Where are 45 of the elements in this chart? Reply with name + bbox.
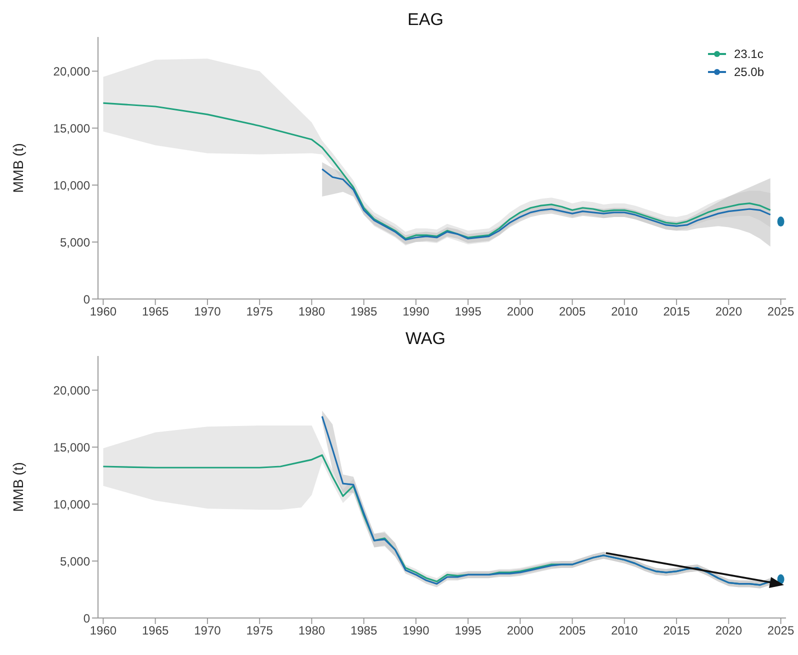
x-tick-label: 2025 bbox=[767, 624, 794, 638]
y-tick-label: 20,000 bbox=[53, 64, 90, 78]
y-tick-label: 10,000 bbox=[53, 497, 90, 512]
x-tick-label: 2025 bbox=[767, 304, 794, 319]
x-tick-label: 1990 bbox=[402, 624, 430, 638]
x-tick-label: 2015 bbox=[663, 304, 690, 319]
chart-title: WAG bbox=[404, 328, 446, 350]
x-tick-label: 1995 bbox=[454, 304, 482, 319]
x-tick-label: 2000 bbox=[506, 624, 534, 638]
y-tick-label: 5,000 bbox=[60, 554, 90, 568]
x-tick-label: 2000 bbox=[506, 304, 534, 319]
x-tick-label: 1970 bbox=[194, 304, 222, 319]
x-tick-label: 1985 bbox=[350, 624, 378, 638]
x-tick-label: 1975 bbox=[246, 624, 274, 638]
x-tick-label: 1960 bbox=[90, 624, 117, 638]
y-tick-label: 0 bbox=[83, 292, 90, 306]
x-tick-label: 1975 bbox=[246, 304, 274, 319]
legend-label: 25.0b bbox=[734, 65, 764, 79]
x-tick-label: 1995 bbox=[454, 624, 482, 638]
x-tick-label: 1980 bbox=[298, 304, 326, 319]
x-tick-label: 1980 bbox=[298, 624, 326, 638]
y-axis-title: MMB (t) bbox=[10, 143, 26, 193]
x-tick-label: 1985 bbox=[350, 304, 378, 319]
x-tick-label: 1990 bbox=[402, 304, 430, 319]
x-tick-label: 2010 bbox=[611, 304, 638, 319]
x-tick-label: 2005 bbox=[558, 624, 586, 638]
chart-title: EAG bbox=[406, 9, 444, 31]
y-tick-label: 5,000 bbox=[60, 235, 90, 250]
y-axis-title: MMB (t) bbox=[10, 462, 26, 512]
y-tick-label: 20,000 bbox=[53, 383, 90, 398]
legend-label: 23.1c bbox=[734, 47, 764, 61]
x-tick-label: 1965 bbox=[142, 624, 170, 638]
x-tick-label: 2020 bbox=[715, 304, 742, 319]
x-tick-label: 2005 bbox=[558, 304, 586, 319]
y-tick-label: 15,000 bbox=[53, 121, 90, 136]
y-tick-label: 0 bbox=[83, 611, 90, 626]
x-tick-label: 2010 bbox=[611, 624, 638, 638]
x-tick-label: 1965 bbox=[142, 304, 170, 319]
x-tick-label: 2015 bbox=[663, 624, 690, 638]
y-tick-label: 10,000 bbox=[53, 178, 90, 192]
y-tick-label: 15,000 bbox=[53, 440, 90, 454]
x-tick-label: 1960 bbox=[90, 304, 117, 319]
line-series bbox=[102, 102, 772, 240]
x-tick-label: 1970 bbox=[194, 624, 222, 638]
x-tick-label: 2020 bbox=[715, 624, 742, 638]
